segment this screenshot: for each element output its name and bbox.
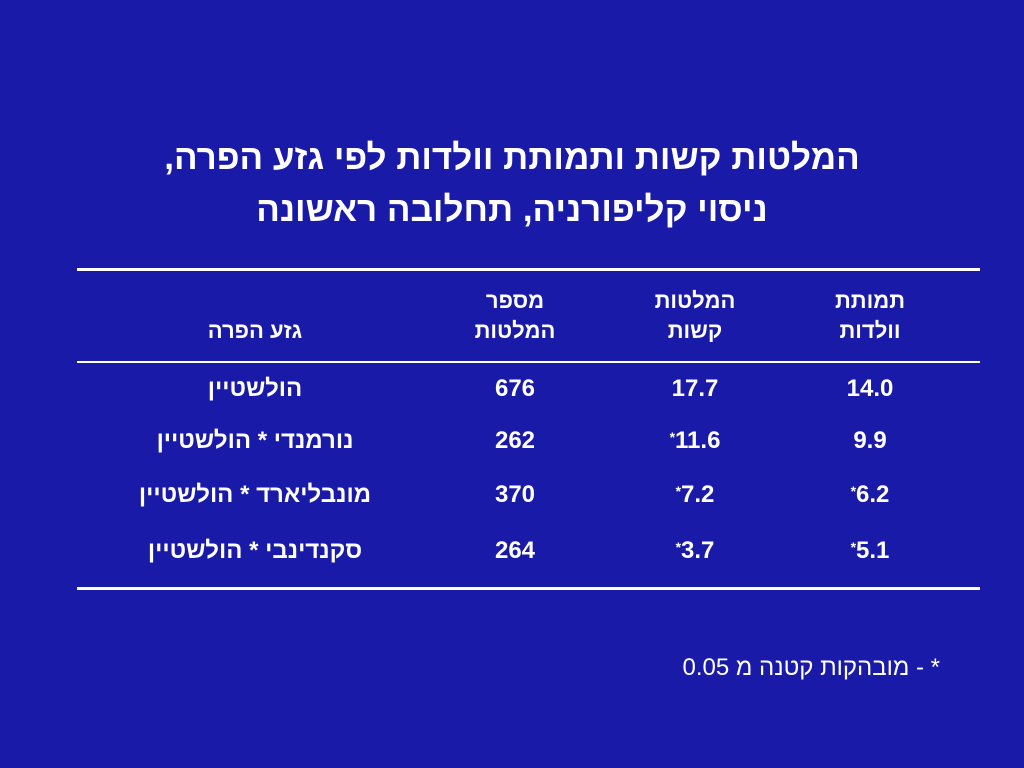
header-mortality-line2: וולדות [839, 318, 901, 343]
table-row: הולשטיין 676 17.7 14.0 [0, 374, 1024, 404]
header-mortality: תמותת וולדות [800, 286, 940, 346]
header-count-line1: מספר [485, 288, 545, 313]
table-bottom-rule [77, 587, 980, 590]
table-row: נורמנדי * הולשטיין 262 *11.6 9.9 [0, 426, 1024, 456]
header-hard-line2: קשות [667, 318, 723, 343]
title-line-1: המלטות קשות ותמותת וולדות לפי גזע הפרה, [164, 138, 860, 177]
header-hard-line1: המלטות [654, 288, 736, 313]
row-mortality: *6.2 [850, 481, 890, 508]
row-count: 676 [494, 375, 536, 402]
header-hard-calvings: המלטות קשות [620, 286, 770, 346]
row-breed: הולשטיין [207, 375, 303, 402]
footnote: * - מובהקות קטנה מ 0.05 [682, 654, 940, 681]
row-hard: *11.6 [669, 427, 721, 454]
row-breed: סקנדינבי * הולשטיין [147, 537, 363, 564]
table-row: סקנדינבי * הולשטיין 264 *3.7 *5.1 [0, 536, 1024, 566]
row-count: 264 [494, 537, 536, 564]
row-count: 262 [494, 427, 536, 454]
row-breed: מונבליארד * הולשטיין [138, 481, 372, 508]
row-hard: *7.2 [675, 481, 715, 508]
header-count-line2: המלטות [474, 318, 556, 343]
row-mortality: *5.1 [850, 537, 890, 564]
row-hard: *3.7 [675, 537, 715, 564]
header-breed: גזע הפרה [207, 318, 303, 343]
row-count: 370 [494, 481, 536, 508]
row-hard: 17.7 [671, 375, 719, 402]
row-mortality: 9.9 [853, 427, 887, 454]
table-row: מונבליארד * הולשטיין 370 *7.2 *6.2 [0, 480, 1024, 510]
table-top-rule [77, 268, 980, 271]
row-breed: נורמנדי * הולשטיין [156, 427, 354, 454]
title-line-2: ניסוי קליפורניה, תחלובה ראשונה [256, 190, 768, 229]
header-mortality-line1: תמותת [835, 288, 905, 313]
header-calving-count: מספר המלטות [440, 286, 590, 346]
slide-title: המלטות קשות ותמותת וולדות לפי גזע הפרה, … [60, 132, 964, 236]
row-mortality: 14.0 [846, 375, 894, 402]
table-header-rule [77, 361, 980, 363]
